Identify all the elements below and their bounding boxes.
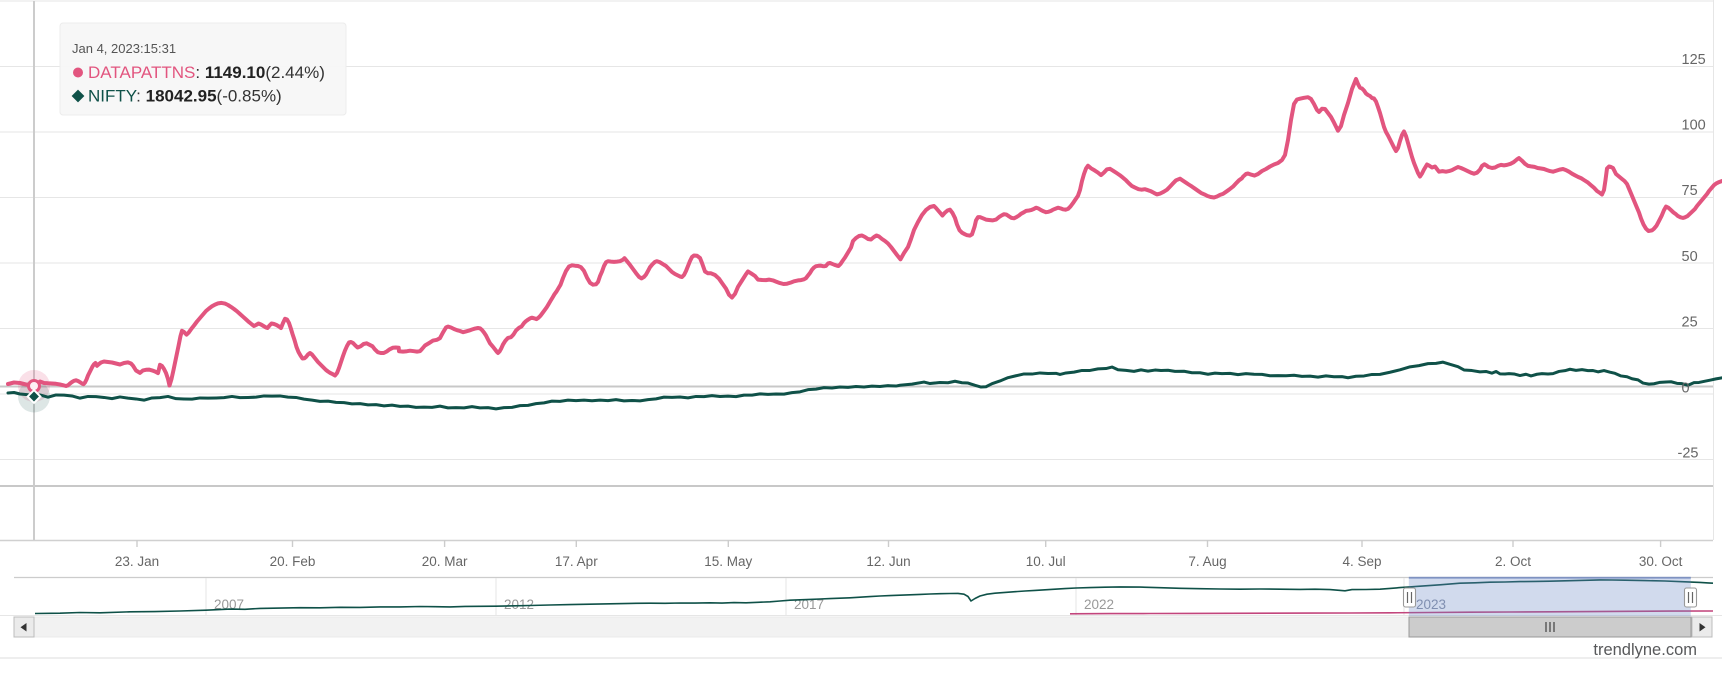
svg-text:75: 75 [1682,183,1698,199]
svg-text:20. Feb: 20. Feb [270,554,316,569]
svg-text:12. Jun: 12. Jun [866,554,910,569]
svg-text:2007: 2007 [214,597,244,612]
svg-text:0: 0 [1682,381,1690,397]
svg-text:2023: 2023 [1416,597,1446,612]
svg-text:Jan 4, 2023:15:31: Jan 4, 2023:15:31 [72,41,176,56]
svg-text:trendlyne.com: trendlyne.com [1593,641,1697,659]
svg-text:15. May: 15. May [704,554,752,569]
svg-text:7. Aug: 7. Aug [1188,554,1226,569]
svg-text:10. Jul: 10. Jul [1026,554,1066,569]
svg-text:2012: 2012 [504,597,534,612]
svg-text:-25: -25 [1678,446,1699,462]
svg-text:DATAPATTNS: 1149.10(2.44%): DATAPATTNS: 1149.10(2.44%) [88,63,325,82]
svg-text:4. Sep: 4. Sep [1342,554,1381,569]
svg-text:100: 100 [1682,118,1706,134]
svg-text:30. Oct: 30. Oct [1639,554,1683,569]
svg-text:23. Jan: 23. Jan [115,554,159,569]
svg-text:2. Oct: 2. Oct [1495,554,1531,569]
svg-text:17. Apr: 17. Apr [555,554,598,569]
svg-text:2017: 2017 [794,597,824,612]
svg-text:25: 25 [1682,315,1698,331]
svg-text:50: 50 [1682,249,1698,265]
svg-text:125: 125 [1682,52,1706,68]
svg-text:20. Mar: 20. Mar [422,554,468,569]
svg-text:NIFTY: 18042.95(-0.85%): NIFTY: 18042.95(-0.85%) [88,87,282,106]
svg-text:2022: 2022 [1084,597,1114,612]
